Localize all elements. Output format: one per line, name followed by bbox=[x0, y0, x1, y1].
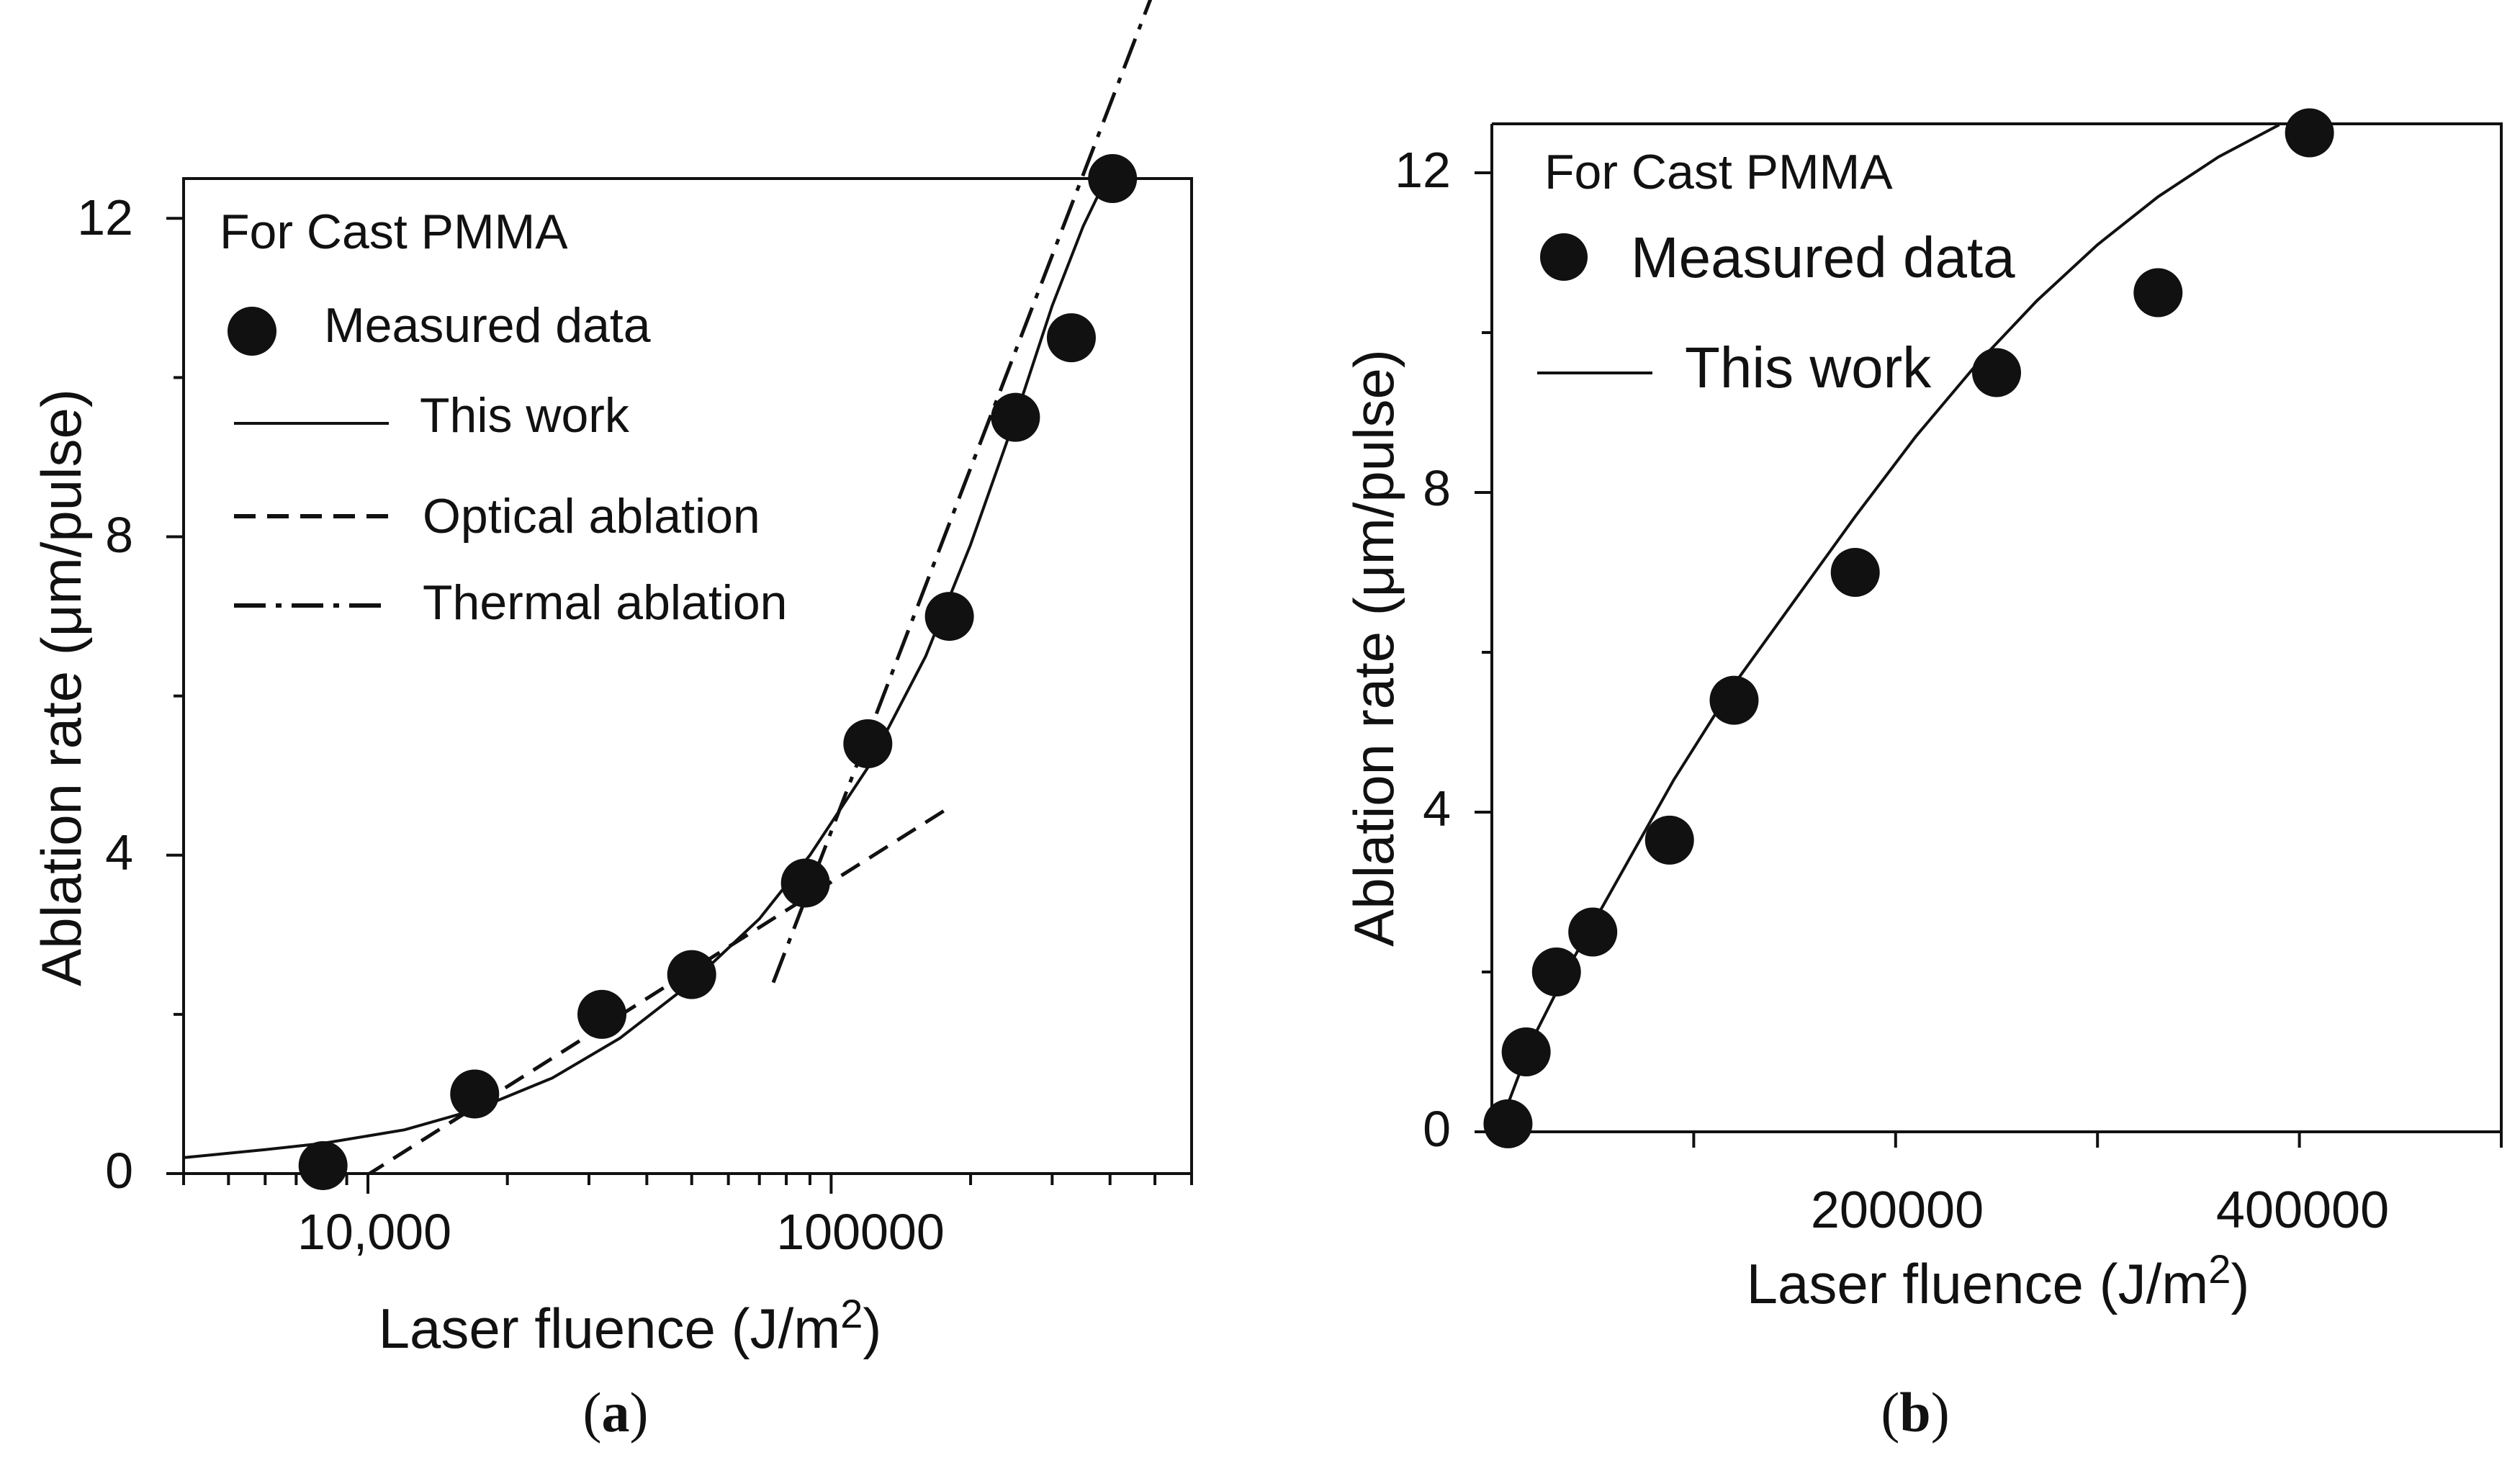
chart-b-data-points bbox=[1483, 108, 2334, 1148]
chart-b-legend-thiswork: This work bbox=[1685, 336, 1932, 400]
chart-b-legend-measured: Measured data bbox=[1631, 225, 2015, 289]
chart-a-point bbox=[780, 858, 830, 908]
chart-a-point bbox=[1046, 313, 1096, 363]
chart-a-ytick-8: 8 bbox=[105, 507, 133, 563]
chart-a-point bbox=[991, 392, 1040, 442]
chart-b-xlabel: Laser fluence (J/m2) bbox=[1747, 1246, 2250, 1315]
chart-b-point bbox=[1644, 815, 1694, 865]
chart-a-legend-title: For Cast PMMA bbox=[220, 204, 568, 259]
chart-b-ytick-0: 0 bbox=[1423, 1101, 1451, 1157]
chart-a-ylabel: Ablation rate (μm/pulse) bbox=[30, 389, 93, 986]
chart-b-frame bbox=[1492, 122, 2503, 1132]
chart-b-ytick-8: 8 bbox=[1423, 460, 1451, 516]
chart-a-line-this-work bbox=[184, 170, 1112, 1159]
caption-a: (a) bbox=[583, 1381, 649, 1444]
chart-b: 12 8 4 0 200000 400000 Laser fluence (J/… bbox=[1342, 108, 2503, 1444]
chart-b-point bbox=[1531, 947, 1581, 996]
chart-a-xtick-100000: 100000 bbox=[776, 1204, 945, 1260]
chart-b-legend-title: For Cast PMMA bbox=[1544, 145, 1893, 199]
chart-a-ytick-12: 12 bbox=[77, 189, 133, 246]
chart-a-legend-marker-points bbox=[228, 307, 276, 356]
chart-a-ytick-4: 4 bbox=[105, 824, 133, 881]
chart-a-point bbox=[577, 989, 627, 1039]
chart-b-point bbox=[1501, 1027, 1551, 1076]
chart-a-legend-optical: Optical ablation bbox=[423, 489, 760, 544]
chart-a-point bbox=[1088, 154, 1138, 203]
chart-a-xlabel: Laser fluence (J/m2) bbox=[379, 1291, 882, 1360]
chart-b-ytick-12: 12 bbox=[1395, 142, 1451, 198]
chart-a-axis-ticks bbox=[166, 179, 1193, 1194]
chart-b-point bbox=[1830, 548, 1880, 597]
chart-b-ytick-4: 4 bbox=[1423, 780, 1451, 837]
chart-b-axis-ticks bbox=[1475, 124, 2503, 1148]
chart-a-plot-area bbox=[184, 170, 1112, 1174]
chart-b-ylabel: Ablation rate (μm/pulse) bbox=[1342, 349, 1405, 947]
chart-a-xtick-10000: 10,000 bbox=[297, 1204, 451, 1260]
chart-b-legend-marker-points bbox=[1540, 233, 1588, 281]
chart-b-point bbox=[2285, 108, 2334, 158]
chart-a-extended-lines bbox=[771, 0, 1153, 983]
chart-a-legend-thermal: Thermal ablation bbox=[423, 575, 787, 630]
chart-a-point bbox=[924, 592, 974, 642]
chart-a-data-points bbox=[298, 154, 1138, 1190]
caption-b: (b) bbox=[1881, 1381, 1949, 1444]
chart-a: 12 8 4 0 10,000 100000 Laser fluence (J/… bbox=[30, 0, 1193, 1444]
chart-b-point bbox=[2133, 268, 2183, 318]
chart-a-point bbox=[843, 719, 893, 768]
chart-b-point bbox=[1972, 348, 2021, 397]
chart-b-point bbox=[1709, 675, 1759, 725]
chart-a-legend-thiswork: This work bbox=[420, 388, 630, 443]
chart-b-point bbox=[1483, 1099, 1533, 1148]
chart-a-point bbox=[298, 1140, 348, 1190]
chart-a-point bbox=[667, 950, 716, 999]
chart-b-xtick-400000: 400000 bbox=[2216, 1181, 2389, 1239]
chart-a-line-thermal-ablation bbox=[771, 0, 1153, 983]
chart-b-xtick-200000: 200000 bbox=[1811, 1181, 1984, 1239]
chart-b-point bbox=[1568, 907, 1618, 957]
chart-a-point bbox=[450, 1069, 500, 1119]
chart-a-ytick-0: 0 bbox=[105, 1143, 133, 1199]
chart-a-legend-measured: Measured data bbox=[324, 298, 651, 353]
